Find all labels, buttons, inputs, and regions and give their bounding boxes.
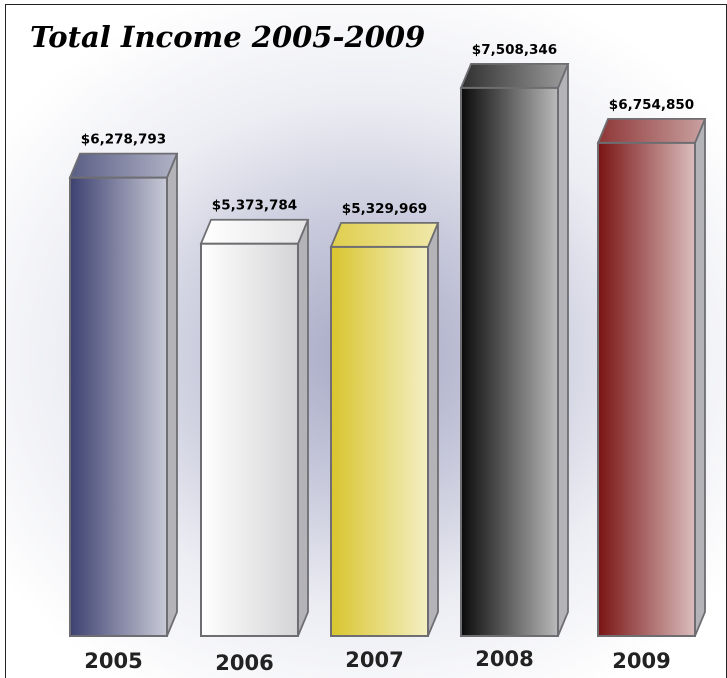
bar-side-2008 bbox=[557, 63, 569, 637]
bar-2009 bbox=[597, 141, 696, 638]
bar-top-2007 bbox=[329, 222, 440, 248]
bar-2006 bbox=[200, 242, 299, 637]
bar-2005 bbox=[69, 176, 168, 638]
value-label-2007: $5,329,969 bbox=[342, 201, 427, 217]
bar-side-2005 bbox=[166, 153, 178, 637]
bar-top-2009 bbox=[596, 117, 707, 144]
x-tick-label-2007: 2007 bbox=[345, 648, 403, 672]
x-tick-label-2009: 2009 bbox=[612, 649, 670, 673]
x-tick-label-2005: 2005 bbox=[84, 649, 142, 673]
bar-side-2009 bbox=[694, 118, 706, 637]
bar-side-2007 bbox=[427, 222, 439, 637]
bar-2008 bbox=[460, 86, 559, 637]
bar-2007 bbox=[330, 245, 429, 637]
x-tick-label-2006: 2006 bbox=[215, 651, 273, 675]
value-label-2008: $7,508,346 bbox=[472, 42, 557, 58]
value-label-2006: $5,373,784 bbox=[212, 198, 297, 214]
value-label-2009: $6,754,850 bbox=[609, 97, 694, 113]
bar-top-2008 bbox=[459, 62, 570, 89]
value-label-2005: $6,278,793 bbox=[81, 132, 166, 148]
bar-side-2006 bbox=[297, 219, 309, 637]
bar-top-2005 bbox=[68, 152, 179, 179]
x-tick-label-2008: 2008 bbox=[475, 647, 533, 671]
chart-title: Total Income 2005-2009 bbox=[30, 20, 425, 54]
bar-top-2006 bbox=[199, 218, 310, 245]
